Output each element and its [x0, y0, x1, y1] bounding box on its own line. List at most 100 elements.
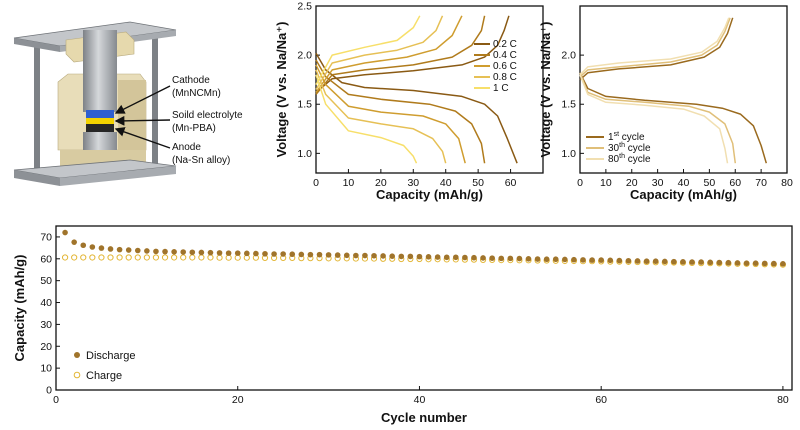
arrow-electrolyte: [114, 115, 171, 126]
bottom-plate-side: [60, 166, 176, 186]
rate-x-tick-label: 30: [407, 177, 419, 189]
discharge-point: [398, 253, 405, 260]
rate-series-4-discharge-line: [315, 74, 418, 164]
discharge-point: [743, 260, 750, 266]
discharge-point: [362, 252, 368, 259]
charge-point: [171, 254, 178, 261]
rate-legend-label-1: 0.4 C: [493, 50, 517, 61]
discharge-point: [507, 255, 514, 262]
top-plate-front: [14, 38, 60, 52]
discharge-point: [543, 256, 550, 263]
cycle-series-1-discharge-line: [579, 72, 737, 164]
discharge-point: [498, 255, 505, 262]
discharge-point: [189, 249, 196, 256]
cycling-x-tick-label: 40: [414, 394, 426, 406]
cycles-y-tick-label: 1.0: [561, 148, 576, 160]
charge-point: [71, 254, 78, 261]
discharge-point: [680, 259, 686, 265]
charge-point: [80, 254, 87, 261]
cycle-voltage-chart: 0 10 20 30 40 50 60 70 80 1.0 1.5 2.0 Capacity (mAh/…: [538, 5, 793, 202]
cathode-layer: [86, 110, 114, 118]
cycling-y-tick-label: 10: [40, 363, 52, 375]
cycling-x-tick-label: 60: [595, 394, 607, 406]
charge-legend-label: Charge: [86, 370, 122, 382]
charge-legend-marker: [73, 371, 81, 379]
cycle-legend-label-0: 1st cycle: [608, 131, 645, 143]
discharge-point: [316, 251, 323, 258]
cathode-label: Cathode: [172, 75, 210, 86]
cycles-y-axis-title: Voltage (V vs. Na/Na⁺): [538, 22, 553, 158]
discharge-point: [562, 256, 568, 263]
discharge-point: [607, 257, 614, 264]
rate-x-tick-label: 0: [313, 177, 319, 189]
cycles-x-tick-label: 60: [729, 177, 741, 189]
discharge-point: [307, 251, 314, 258]
discharge-point: [234, 250, 241, 256]
discharge-point: [180, 249, 187, 255]
discharge-point: [771, 260, 777, 267]
charge-point: [161, 254, 169, 261]
discharge-point: [707, 259, 714, 266]
discharge-point: [371, 252, 377, 259]
anode-layer: [86, 124, 114, 132]
cycle-legend-label-2: 80th cycle: [608, 153, 651, 165]
cycles-y-tick-label: 2.0: [561, 50, 576, 62]
cycle-legend-suffix: cycle: [619, 132, 645, 143]
discharge-point: [343, 252, 350, 259]
discharge-point: [62, 229, 68, 236]
rate-legend-label-4: 1 C: [493, 83, 509, 94]
discharge-point: [325, 252, 332, 258]
rate-plot-frame: [315, 5, 544, 174]
rate-x-tick-label: 40: [440, 177, 452, 189]
discharge-point: [443, 254, 450, 261]
cycles-x-tick-label: 0: [577, 177, 583, 189]
charge-point: [89, 254, 96, 261]
cycling-x-axis-title: Cycle number: [381, 410, 467, 425]
discharge-point: [244, 250, 250, 257]
cathode-material-label: (MnNCMn): [172, 88, 221, 99]
cycles-x-tick-label: 30: [652, 177, 664, 189]
discharge-point: [407, 253, 414, 260]
discharge-point: [643, 258, 650, 265]
electrolyte-layer: [86, 118, 114, 124]
cycling-y-tick-label: 0: [46, 385, 52, 397]
cycle-legend-suffix: cycle: [625, 154, 651, 165]
discharge-point: [262, 250, 268, 257]
rate-series-2-discharge-line: [315, 64, 466, 164]
cycle-series-0-discharge-line: [579, 72, 768, 164]
charge-point: [216, 254, 223, 261]
cycle-series-0-charge-line: [579, 17, 734, 81]
cycle-series-1-charge-line: [579, 17, 731, 78]
discharge-point: [552, 256, 559, 263]
discharge-point: [534, 256, 541, 262]
discharge-point: [471, 254, 477, 261]
discharge-point: [425, 254, 432, 260]
cycles-x-tick-label: 10: [600, 177, 612, 189]
rate-series-0-charge-line: [315, 15, 510, 93]
charge-point: [143, 254, 150, 261]
discharge-point: [780, 261, 786, 267]
rate-x-tick-label: 10: [343, 177, 355, 189]
cycles-x-tick-label: 20: [626, 177, 638, 189]
discharge-point: [525, 255, 532, 262]
discharge-point: [271, 251, 277, 257]
cycle-series-2-discharge-line: [579, 74, 729, 164]
discharge-point: [589, 257, 595, 263]
discharge-legend-label: Discharge: [86, 350, 136, 362]
cycles-x-tick-label: 50: [704, 177, 716, 189]
rate-y-tick-label: 1.5: [297, 99, 312, 111]
cycling-x-tick-label: 0: [53, 394, 59, 406]
discharge-point: [116, 246, 123, 253]
discharge-point: [380, 253, 386, 259]
piston-upper: [83, 30, 117, 112]
discharge-point: [598, 257, 604, 263]
cycling-capacity-chart: 0 20 40 60 80 0 10 20 30 40 50 60 70 Cycle number Capa…: [12, 225, 793, 425]
die-shade: [118, 80, 146, 150]
discharge-point: [280, 251, 286, 257]
cycles-y-tick-label: 1.5: [561, 99, 576, 111]
rate-series-1-discharge-line: [315, 59, 486, 164]
discharge-point: [489, 255, 495, 261]
rate-y-tick-label: 2.5: [297, 1, 312, 13]
discharge-point: [661, 258, 668, 265]
